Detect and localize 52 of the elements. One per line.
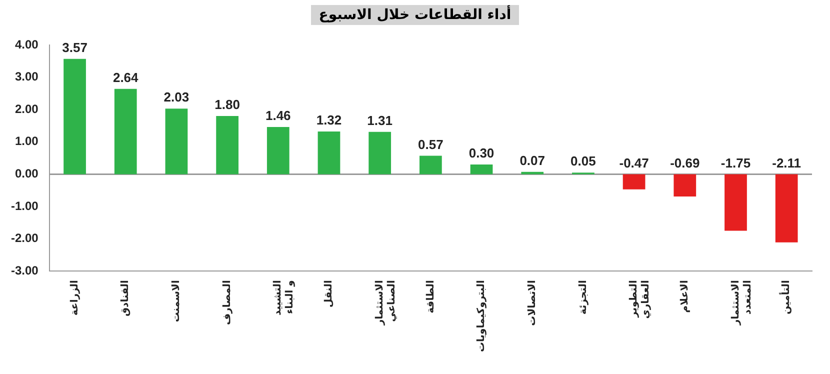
x-tick-label: الطاقة (425, 280, 436, 314)
x-tick-label: الزراعة (69, 280, 80, 316)
y-tick-label: 3.00 (14, 70, 39, 84)
y-tick-label: 4.00 (14, 37, 39, 52)
x-tick-label: التشييد و البناء (272, 280, 296, 316)
data-label: 0.30 (468, 146, 494, 161)
x-tick-label: المصارف (222, 280, 233, 325)
x-tick-label: الاستثمار المتعدد (730, 280, 754, 326)
y-tick-label: 2.00 (14, 102, 39, 116)
y-tick-label: 0.00 (14, 166, 39, 181)
x-tick-label: التجزئة (578, 280, 589, 315)
x-tick-label: النقل (324, 280, 335, 308)
bar (114, 88, 137, 174)
y-tick-label: -1.00 (10, 198, 39, 213)
data-label: -0.47 (619, 155, 649, 170)
x-tick-label: الاعلام (679, 280, 690, 313)
bar (368, 132, 392, 174)
data-label: -1.75 (720, 155, 751, 170)
bar (318, 132, 340, 174)
x-tick-label: التأمين (779, 280, 792, 314)
y-tick-label: 1.00 (14, 134, 39, 148)
bar (674, 174, 696, 196)
x-tick-label: البتروكيماويات (476, 280, 488, 352)
data-label: 0.57 (418, 136, 444, 152)
bar (622, 174, 646, 190)
x-tick-label: الاسمنت (171, 280, 182, 322)
bar (266, 127, 290, 174)
bar (216, 116, 238, 174)
data-label: 0.05 (570, 154, 596, 169)
data-label: 2.64 (112, 70, 140, 86)
x-tick-label: التطوير العقاري (628, 280, 652, 319)
data-label: 1.46 (265, 108, 291, 124)
bar (775, 174, 798, 242)
data-label: 1.31 (367, 112, 392, 128)
data-label: -2.11 (772, 155, 802, 170)
x-tick-label: الاتصالات (526, 280, 538, 326)
data-label: 0.07 (520, 153, 546, 168)
x-tick-label: الاستثمار الصناعي (374, 280, 398, 326)
bar (165, 108, 188, 174)
bar (470, 164, 493, 174)
y-tick-label: -2.00 (10, 231, 39, 246)
data-label: -0.69 (670, 155, 700, 170)
bar (724, 174, 747, 231)
data-label: 1.80 (214, 97, 240, 112)
data-label: 3.57 (62, 40, 88, 55)
data-label: 2.03 (164, 90, 190, 105)
x-tick-label: الفنادق (120, 280, 132, 316)
bar (64, 58, 86, 174)
chart-title: أداء القطاعات خلال الاسبوع (310, 5, 520, 25)
y-tick-label: -3.00 (10, 263, 39, 278)
bar (419, 156, 442, 174)
data-label: 1.32 (316, 112, 342, 128)
